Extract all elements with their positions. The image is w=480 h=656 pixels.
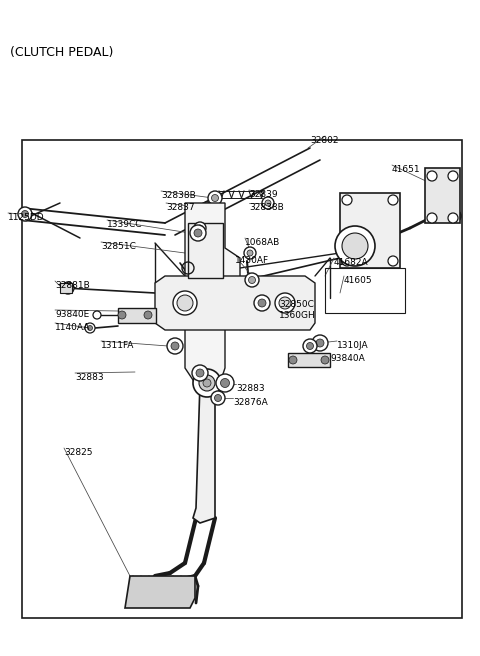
Text: 1140AA: 1140AA — [55, 323, 90, 332]
Text: 1360GH: 1360GH — [279, 311, 316, 320]
Circle shape — [197, 225, 203, 231]
Circle shape — [201, 202, 213, 214]
Text: 1430AF: 1430AF — [235, 256, 269, 265]
Circle shape — [249, 276, 255, 283]
Bar — [325, 268, 405, 313]
Circle shape — [208, 191, 222, 205]
Circle shape — [265, 200, 271, 206]
Circle shape — [247, 250, 253, 256]
Circle shape — [22, 211, 28, 218]
Bar — [60, 283, 72, 293]
Bar — [22, 140, 462, 618]
Text: 32850C: 32850C — [279, 300, 314, 309]
Text: 32802: 32802 — [310, 136, 338, 145]
Circle shape — [18, 207, 32, 221]
Text: (CLUTCH PEDAL): (CLUTCH PEDAL) — [10, 46, 113, 59]
Text: 1310JA: 1310JA — [337, 341, 369, 350]
Circle shape — [220, 379, 229, 388]
Text: 32883: 32883 — [75, 373, 104, 382]
Circle shape — [196, 369, 204, 377]
Circle shape — [448, 213, 458, 223]
Text: 32837: 32837 — [166, 203, 194, 212]
Circle shape — [194, 222, 206, 234]
Text: 1339CC: 1339CC — [107, 220, 143, 229]
Text: 32851C: 32851C — [101, 242, 136, 251]
Circle shape — [177, 295, 193, 311]
Text: 41605: 41605 — [344, 276, 372, 285]
Bar — [118, 308, 156, 323]
Circle shape — [303, 339, 317, 353]
Circle shape — [388, 195, 398, 205]
Text: 1311FA: 1311FA — [101, 341, 134, 350]
Text: 32883: 32883 — [236, 384, 264, 393]
Text: 32839: 32839 — [249, 190, 277, 199]
Circle shape — [245, 273, 259, 287]
Circle shape — [289, 356, 297, 364]
Circle shape — [449, 210, 461, 222]
Circle shape — [204, 205, 210, 211]
Circle shape — [118, 311, 126, 319]
Circle shape — [427, 213, 437, 223]
Circle shape — [199, 375, 215, 391]
Circle shape — [171, 342, 179, 350]
Circle shape — [93, 311, 101, 319]
Circle shape — [448, 171, 458, 181]
Circle shape — [194, 229, 202, 237]
Circle shape — [190, 225, 206, 241]
Circle shape — [244, 247, 256, 259]
Text: 32825: 32825 — [64, 448, 93, 457]
Circle shape — [316, 339, 324, 347]
Polygon shape — [185, 203, 240, 388]
Circle shape — [275, 293, 295, 313]
Circle shape — [215, 394, 221, 401]
Text: 32876A: 32876A — [233, 398, 268, 407]
Circle shape — [203, 379, 211, 387]
Text: 32881B: 32881B — [55, 281, 90, 290]
Text: 41651: 41651 — [392, 165, 420, 174]
Polygon shape — [125, 576, 195, 608]
Circle shape — [144, 311, 152, 319]
Text: 32838B: 32838B — [161, 191, 196, 200]
Circle shape — [65, 285, 71, 291]
Circle shape — [427, 171, 437, 181]
Circle shape — [192, 365, 208, 381]
Bar — [188, 223, 223, 278]
Circle shape — [262, 197, 274, 209]
Circle shape — [62, 282, 74, 294]
Circle shape — [212, 194, 218, 201]
Polygon shape — [193, 383, 215, 523]
Circle shape — [335, 226, 375, 266]
Text: 1125DD: 1125DD — [8, 213, 45, 222]
Text: 93840E: 93840E — [55, 310, 89, 319]
Circle shape — [307, 342, 313, 350]
Circle shape — [193, 369, 221, 397]
Circle shape — [167, 338, 183, 354]
Circle shape — [258, 299, 266, 307]
Circle shape — [388, 256, 398, 266]
Circle shape — [85, 323, 95, 333]
Circle shape — [87, 325, 93, 331]
Circle shape — [279, 297, 291, 309]
Text: 32838B: 32838B — [249, 203, 284, 212]
Bar — [425, 168, 460, 223]
Text: 1068AB: 1068AB — [245, 238, 280, 247]
Circle shape — [342, 233, 368, 259]
Polygon shape — [155, 276, 315, 330]
Circle shape — [211, 391, 225, 405]
Circle shape — [254, 295, 270, 311]
Bar — [288, 353, 330, 367]
Circle shape — [342, 195, 352, 205]
Bar — [340, 193, 400, 268]
Circle shape — [321, 356, 329, 364]
Circle shape — [342, 256, 352, 266]
Circle shape — [312, 335, 328, 351]
Text: 41682A: 41682A — [334, 258, 369, 267]
Circle shape — [216, 374, 234, 392]
Circle shape — [173, 291, 197, 315]
Text: 93840A: 93840A — [330, 354, 365, 363]
